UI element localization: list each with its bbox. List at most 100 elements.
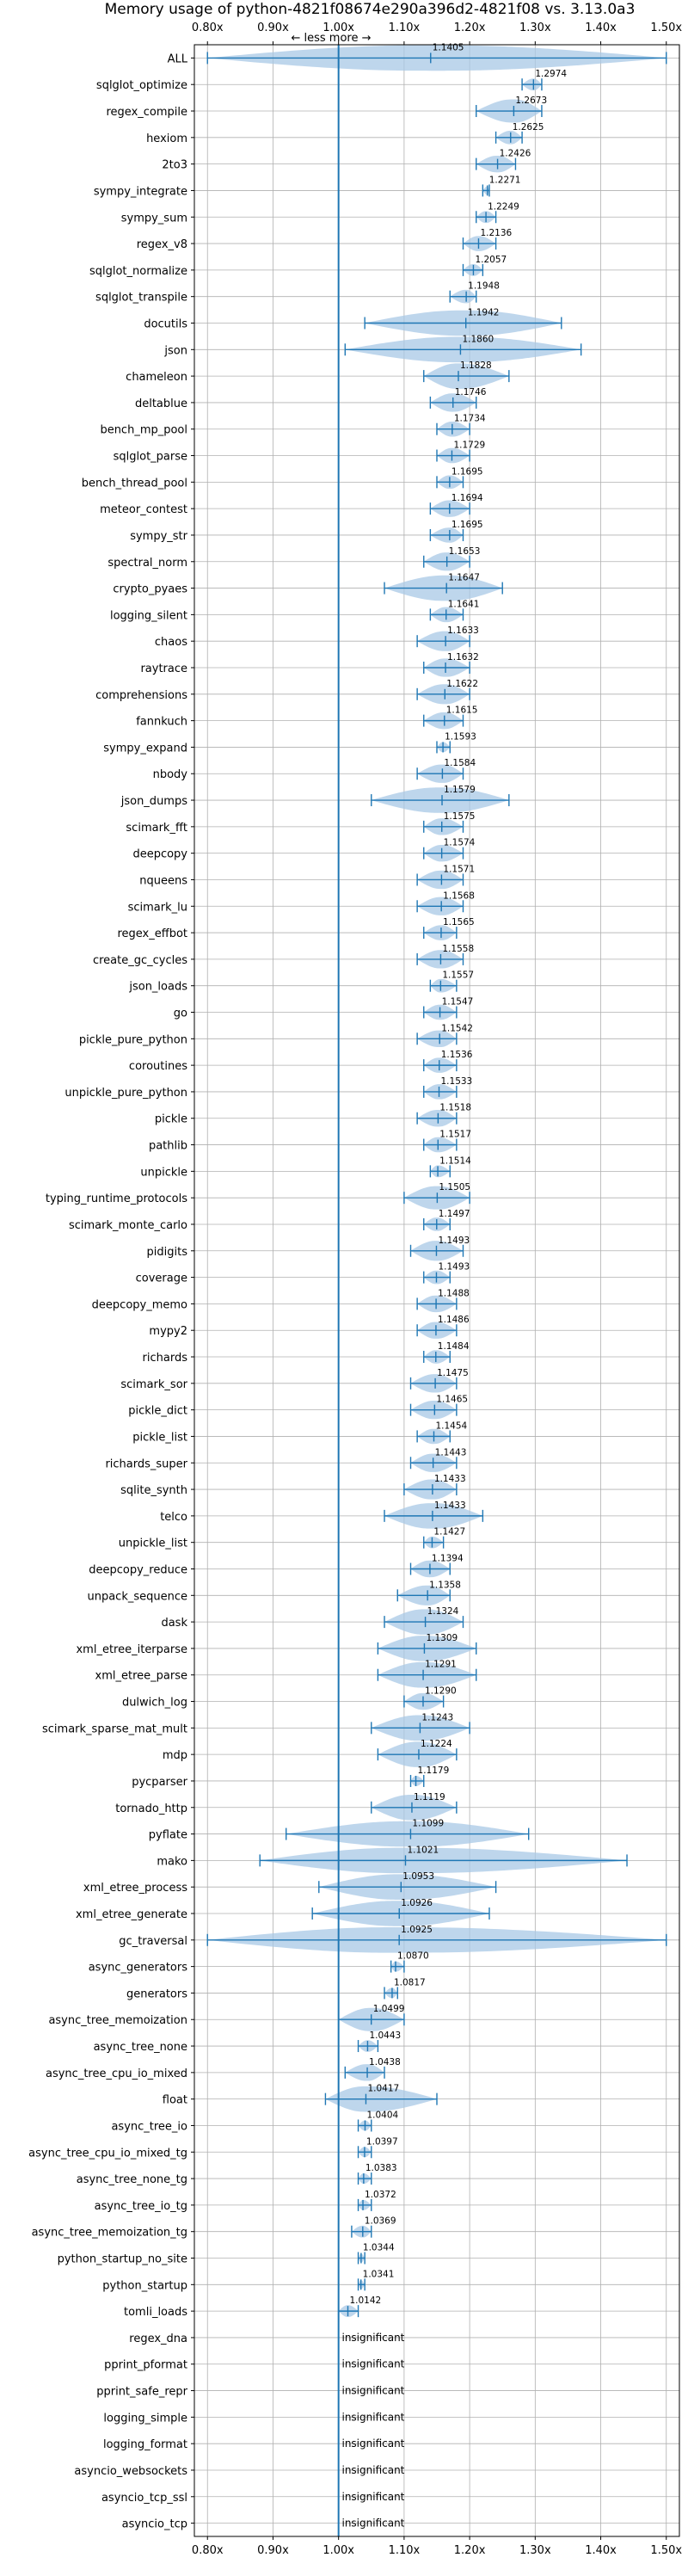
benchmark-name-label: crypto_pyaes [113,583,187,596]
insignificant-label: insignificant [341,2464,404,2476]
mean-value-label: 1.0404 [366,2110,398,2120]
mean-value-label: 1.0372 [365,2190,396,2200]
benchmark-row: spectral_norm 1.1653 [108,546,480,571]
benchmark-row: regex_dna insignificant [129,2332,404,2345]
benchmark-name-label: async_tree_none [94,2041,187,2054]
benchmark-name-label: mypy2 [149,1325,187,1338]
x-axis-ticks: 0.80x 0.80x 0.90x 0.90x 1.00x 1.00x 1.10x 1.10x… [192,22,682,2557]
benchmark-row: pyflate 1.1099 [149,1819,530,1847]
x-tick-label-top: 1.00x [322,22,354,34]
mean-value-label: 1.1694 [452,493,483,503]
benchmark-name-label: sympy_str [130,530,187,543]
benchmark-name-label: pprint_safe_repr [96,2386,187,2399]
benchmark-name-label: async_tree_io [111,2120,187,2133]
benchmark-name-label: pprint_pformat [104,2359,187,2372]
benchmark-row: pickle_pure_python 1.1542 [79,1023,473,1048]
benchmark-row: chaos 1.1633 [155,626,479,651]
mean-value-label: 1.0926 [401,1898,433,1908]
axis-direction-note: ← less more → [291,32,371,45]
mean-value-label: 1.1433 [434,1501,466,1511]
benchmark-name-label: pickle_list [132,1431,187,1444]
benchmark-name-label: typing_runtime_protocols [46,1192,187,1205]
benchmark-name-label: spectral_norm [108,557,187,570]
benchmark-name-label: pidigits [147,1246,188,1259]
benchmark-row: tomli_loads 1.0142 [124,2296,381,2319]
benchmark-name-label: pathlib [149,1140,187,1153]
benchmark-row: nbody 1.1584 [153,758,476,783]
x-tick-label-top: 1.50x [650,22,682,34]
mean-value-label: 1.1518 [439,1103,471,1113]
mean-value-label: 1.2249 [488,201,519,212]
benchmark-row: bench_mp_pool 1.1734 [100,414,485,437]
mean-value-label: 1.1517 [439,1130,471,1140]
benchmark-row: create_gc_cycles 1.1558 [93,944,474,969]
benchmark-row: comprehensions 1.1622 [95,679,478,705]
benchmark-name-label: richards_super [105,1457,187,1470]
benchmark-name-label: deepcopy_reduce [89,1563,187,1576]
benchmark-row: hexiom 1.2625 [146,122,544,145]
benchmark-name-label: tornado_http [115,1803,187,1815]
benchmark-row: dulwich_log 1.1290 [122,1686,457,1710]
mean-value-label: 1.1565 [443,917,475,927]
mean-value-label: 1.1179 [418,1766,450,1776]
benchmark-row: deepcopy_reduce 1.1394 [89,1553,464,1578]
benchmark-row: pprint_safe_repr insignificant [96,2385,404,2399]
mean-value-label: 1.1615 [446,706,478,716]
mean-value-label: 1.1695 [452,466,483,477]
mean-value-label: 1.1542 [441,1023,473,1033]
benchmark-row: generators 1.0817 [126,1977,426,2000]
benchmark-row: mypy2 1.1486 [149,1315,470,1339]
benchmark-name-label: sympy_sum [121,212,187,225]
mean-value-label: 1.1486 [438,1315,470,1325]
benchmark-row: python_startup 1.0341 [102,2269,394,2292]
benchmark-name-label: async_tree_memoization [48,2014,187,2027]
benchmark-row: ALL 1.1405 [168,42,667,71]
mean-value-label: 1.2271 [489,175,521,185]
mean-value-label: 1.1622 [446,679,478,689]
benchmark-row: sqlglot_parse 1.1729 [114,441,486,464]
benchmark-name-label: hexiom [146,132,187,145]
benchmark-row: float 1.0417 [163,2084,438,2112]
benchmark-name-label: coroutines [129,1060,187,1073]
mean-value-label: 1.1484 [438,1341,470,1352]
benchmark-row: pickle_list 1.1454 [132,1420,467,1444]
benchmark-name-label: logging_silent [110,609,187,622]
mean-value-label: 1.1454 [435,1420,467,1431]
benchmark-name-label: coverage [136,1273,187,1285]
mean-value-label: 1.1099 [412,1819,444,1829]
mean-value-label: 1.1536 [441,1050,473,1060]
benchmark-row: pidigits 1.1493 [147,1236,470,1261]
benchmark-row: async_tree_io 1.0404 [111,2110,398,2133]
benchmark-row: xml_etree_parse 1.1291 [95,1660,477,1688]
benchmark-row: richards_super 1.1443 [105,1447,466,1472]
mean-value-label: 1.2136 [480,228,512,238]
mean-value-label: 1.1574 [444,838,476,848]
benchmark-row: scimark_monte_carlo 1.1497 [69,1209,470,1232]
benchmark-name-label: scimark_sparse_mat_mult [42,1722,187,1735]
mean-value-label: 1.1475 [437,1368,469,1378]
benchmark-row: asyncio_tcp insignificant [122,2517,405,2531]
plot-frame [194,44,680,2537]
benchmark-name-label: json [163,344,187,357]
benchmark-name-label: sympy_expand [103,742,187,755]
benchmark-row: nqueens 1.1571 [139,864,475,890]
insignificant-label: insignificant [341,2437,404,2450]
benchmark-name-label: sqlglot_parse [114,451,187,464]
benchmark-name-label: unpickle_list [119,1538,187,1550]
benchmark-row: pickle 1.1518 [155,1103,471,1127]
mean-value-label: 1.1290 [425,1686,457,1697]
insignificant-label: insignificant [341,2332,404,2344]
benchmark-row: asyncio_websockets insignificant [74,2464,404,2478]
benchmark-row: scimark_fft 1.1575 [126,811,475,835]
benchmark-row: unpickle 1.1514 [140,1156,471,1179]
benchmark-row: async_tree_none 1.0443 [94,2031,402,2054]
benchmark-row: xml_etree_generate 1.0926 [76,1898,490,1926]
benchmark-name-label: scimark_monte_carlo [69,1219,187,1232]
benchmark-row: sqlite_synth 1.1433 [120,1474,466,1500]
mean-value-label: 1.1394 [432,1553,464,1563]
benchmark-name-label: xml_etree_process [83,1882,187,1895]
mean-value-label: 1.1493 [438,1236,470,1246]
benchmark-row: json_dumps 1.1579 [120,785,510,813]
benchmark-name-label: regex_v8 [137,238,187,251]
